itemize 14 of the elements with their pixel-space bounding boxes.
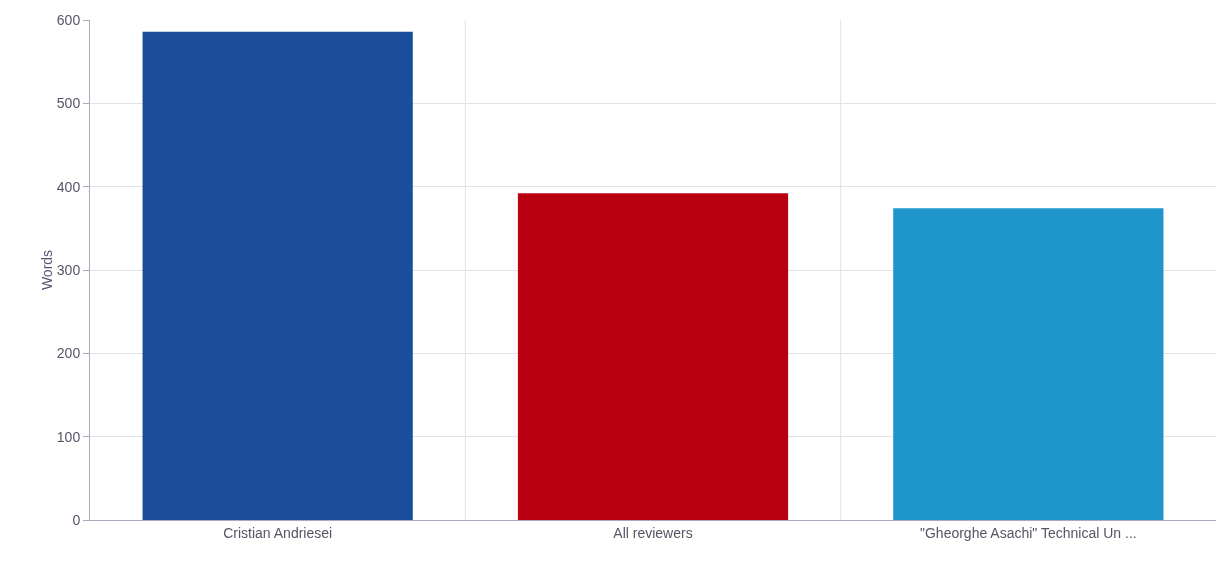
y-axis-title: Words bbox=[38, 249, 55, 291]
y-tick-label: 0 bbox=[72, 511, 81, 528]
bar bbox=[893, 208, 1164, 520]
x-tick-label: "Gheorghe Asachi" Technical Un ... bbox=[919, 524, 1137, 541]
y-tick-label: 600 bbox=[56, 11, 81, 28]
y-tick-label: 300 bbox=[56, 261, 81, 278]
y-tick-label: 400 bbox=[56, 178, 81, 195]
bar bbox=[517, 193, 789, 520]
y-tick-label: 100 bbox=[56, 428, 81, 445]
y-tick-label: 200 bbox=[56, 345, 81, 362]
bar bbox=[142, 31, 413, 520]
x-tick-label: Cristian Andriesei bbox=[223, 524, 333, 541]
x-tick-label: All reviewers bbox=[613, 524, 693, 541]
y-tick-label: 500 bbox=[56, 95, 81, 112]
